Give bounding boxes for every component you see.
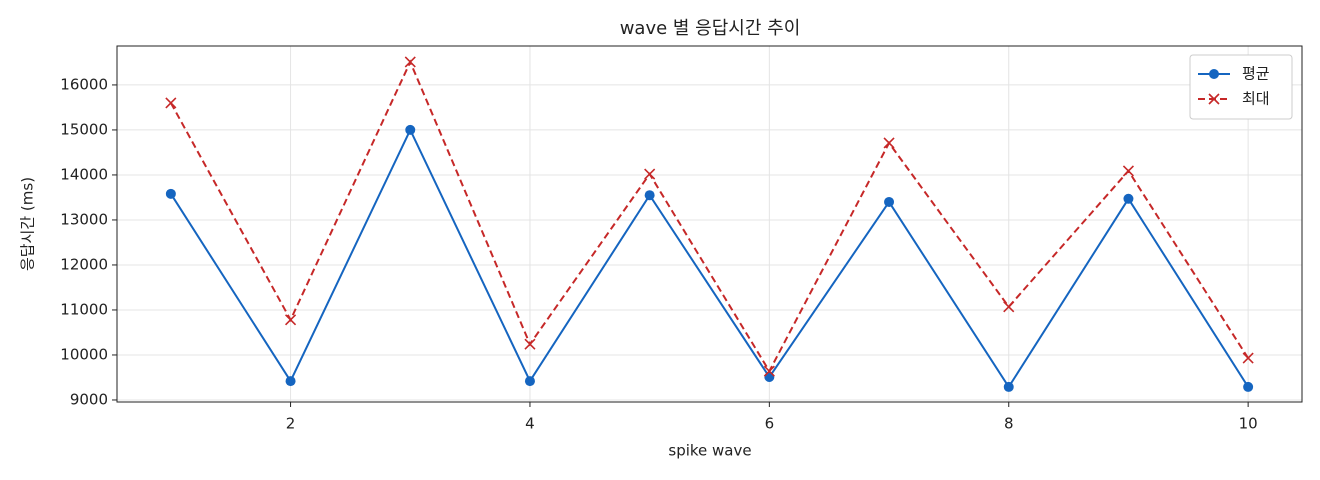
y-tick-label: 16000 [60, 75, 108, 93]
x-tick-label: 10 [1239, 415, 1258, 433]
data-point [644, 168, 656, 180]
data-point [1003, 301, 1015, 313]
x-tick-label: 4 [525, 415, 535, 433]
data-point [1242, 352, 1254, 364]
y-tick-label: 11000 [60, 300, 108, 318]
legend-marker [1209, 69, 1219, 79]
y-tick-label: 15000 [60, 120, 108, 138]
data-point [285, 376, 296, 387]
data-point [763, 365, 775, 377]
y-axis-label: 응답시간 (ms) [19, 177, 37, 271]
legend-label: 최대 [1242, 90, 1270, 108]
x-tick-label: 6 [765, 415, 775, 433]
data-point [644, 190, 655, 201]
y-tick-label: 14000 [60, 165, 108, 183]
data-point [764, 372, 775, 383]
legend-label: 평균 [1242, 65, 1270, 83]
y-tick-label: 12000 [60, 255, 108, 273]
chart-title: wave 별 응답시간 추이 [620, 18, 801, 39]
x-tick-label: 8 [1004, 415, 1014, 433]
data-point [165, 97, 177, 109]
x-axis-label: spike wave [668, 442, 751, 460]
y-tick-label: 13000 [60, 210, 108, 228]
data-point [1243, 381, 1254, 392]
data-point [883, 137, 895, 149]
data-point [284, 314, 297, 326]
data-point [165, 188, 176, 199]
y-tick-label: 10000 [60, 345, 108, 363]
legend-marker [1208, 93, 1220, 105]
data-point [404, 56, 416, 68]
data-point [524, 338, 536, 350]
series-line [170, 127, 1249, 389]
data-point [884, 196, 895, 207]
data-point [1122, 165, 1135, 177]
data-point [1123, 193, 1134, 204]
series-line [169, 59, 1249, 374]
plot-frame [116, 45, 1303, 403]
data-point [1003, 381, 1014, 392]
data-point [405, 124, 416, 135]
legend-box [1189, 54, 1293, 120]
x-tick-label: 2 [286, 415, 296, 433]
data-point [524, 376, 535, 387]
y-tick-label: 9000 [70, 390, 108, 408]
